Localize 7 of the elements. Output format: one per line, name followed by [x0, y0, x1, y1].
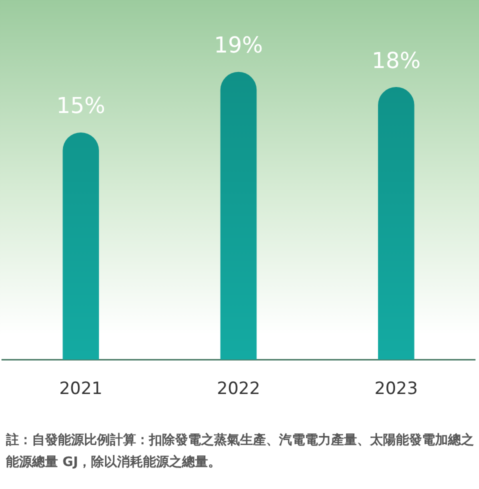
x-tick-label: 2023	[374, 379, 418, 400]
x-tick-label: 2021	[59, 379, 102, 400]
text: 註：自發能源比例計算：扣除發電之蒸氣生產、汽電電力產量、太陽能發電加總之能源總量 GJ，除以消耗能源之總量。	[4, 432, 475, 472]
x-tick-label: 2022	[216, 379, 260, 400]
data-label: 18%	[372, 48, 421, 74]
data-label: 15%	[56, 94, 106, 120]
data-label: 19%	[214, 34, 263, 59]
